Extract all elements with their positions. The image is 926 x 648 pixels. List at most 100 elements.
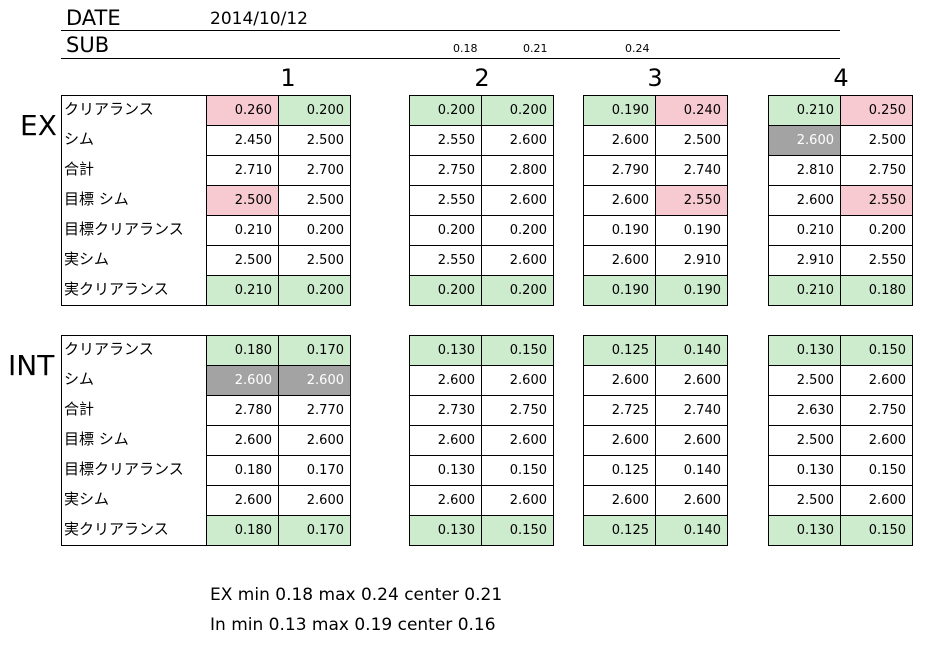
int-cell[interactable]: 0.125 (583, 515, 656, 546)
ex-cell[interactable]: 2.750 (840, 155, 913, 186)
ex-cell[interactable]: 0.200 (278, 275, 351, 306)
int-cell[interactable]: 2.600 (840, 485, 913, 516)
int-cell[interactable]: 2.600 (655, 365, 728, 396)
int-cell[interactable]: 2.500 (768, 425, 841, 456)
ex-cell[interactable]: 2.790 (583, 155, 656, 186)
int-cell[interactable]: 2.600 (206, 485, 279, 516)
int-cell[interactable]: 0.150 (840, 515, 913, 546)
ex-cell[interactable]: 0.200 (409, 95, 482, 126)
int-cell[interactable]: 0.150 (840, 455, 913, 486)
int-cell[interactable]: 2.730 (409, 395, 482, 426)
int-cell[interactable]: 0.130 (768, 455, 841, 486)
int-cell[interactable]: 2.600 (206, 365, 279, 396)
ex-cell[interactable]: 2.600 (768, 185, 841, 216)
int-cell[interactable]: 2.600 (409, 485, 482, 516)
ex-cell[interactable]: 0.210 (206, 275, 279, 306)
ex-cell[interactable]: 0.200 (481, 215, 554, 246)
int-cell[interactable]: 0.150 (840, 335, 913, 366)
int-cell[interactable]: 0.140 (655, 455, 728, 486)
int-cell[interactable]: 0.140 (655, 335, 728, 366)
int-cell[interactable]: 2.780 (206, 395, 279, 426)
ex-cell[interactable]: 2.600 (481, 185, 554, 216)
ex-cell[interactable]: 2.600 (583, 185, 656, 216)
ex-cell[interactable]: 0.190 (583, 215, 656, 246)
ex-cell[interactable]: 0.200 (409, 215, 482, 246)
ex-cell[interactable]: 0.250 (840, 95, 913, 126)
int-cell[interactable]: 2.500 (768, 485, 841, 516)
ex-cell[interactable]: 2.550 (655, 185, 728, 216)
int-cell[interactable]: 2.500 (768, 365, 841, 396)
int-cell[interactable]: 0.125 (583, 455, 656, 486)
ex-cell[interactable]: 0.200 (409, 275, 482, 306)
int-cell[interactable]: 2.600 (206, 425, 279, 456)
ex-cell[interactable]: 2.600 (768, 125, 841, 156)
ex-cell[interactable]: 0.200 (840, 215, 913, 246)
ex-cell[interactable]: 2.500 (840, 125, 913, 156)
ex-cell[interactable]: 2.500 (278, 185, 351, 216)
int-cell[interactable]: 0.130 (409, 515, 482, 546)
ex-cell[interactable]: 0.210 (768, 95, 841, 126)
ex-cell[interactable]: 0.210 (768, 275, 841, 306)
int-cell[interactable]: 2.600 (583, 425, 656, 456)
int-cell[interactable]: 2.600 (278, 485, 351, 516)
int-cell[interactable]: 0.170 (278, 455, 351, 486)
ex-cell[interactable]: 2.810 (768, 155, 841, 186)
ex-cell[interactable]: 2.600 (481, 245, 554, 276)
int-cell[interactable]: 0.125 (583, 335, 656, 366)
int-cell[interactable]: 2.600 (278, 365, 351, 396)
int-cell[interactable]: 2.600 (840, 425, 913, 456)
ex-cell[interactable]: 2.800 (481, 155, 554, 186)
int-cell[interactable]: 2.750 (481, 395, 554, 426)
int-cell[interactable]: 2.770 (278, 395, 351, 426)
ex-cell[interactable]: 2.750 (409, 155, 482, 186)
ex-cell[interactable]: 2.600 (583, 245, 656, 276)
int-cell[interactable]: 2.600 (840, 365, 913, 396)
int-cell[interactable]: 0.130 (409, 455, 482, 486)
ex-cell[interactable]: 2.550 (409, 125, 482, 156)
ex-cell[interactable]: 0.190 (583, 275, 656, 306)
ex-cell[interactable]: 0.190 (655, 215, 728, 246)
int-cell[interactable]: 2.630 (768, 395, 841, 426)
int-cell[interactable]: 2.600 (481, 485, 554, 516)
int-cell[interactable]: 2.600 (409, 365, 482, 396)
int-cell[interactable]: 2.600 (583, 365, 656, 396)
ex-cell[interactable]: 2.700 (278, 155, 351, 186)
int-cell[interactable]: 0.170 (278, 335, 351, 366)
int-cell[interactable]: 2.725 (583, 395, 656, 426)
ex-cell[interactable]: 0.200 (278, 215, 351, 246)
int-cell[interactable]: 0.130 (768, 515, 841, 546)
ex-cell[interactable]: 2.600 (481, 125, 554, 156)
int-cell[interactable]: 0.180 (206, 455, 279, 486)
int-cell[interactable]: 2.600 (583, 485, 656, 516)
ex-cell[interactable]: 0.210 (768, 215, 841, 246)
int-cell[interactable]: 0.150 (481, 455, 554, 486)
ex-cell[interactable]: 2.550 (840, 245, 913, 276)
int-cell[interactable]: 0.180 (206, 515, 279, 546)
int-cell[interactable]: 0.150 (481, 335, 554, 366)
int-cell[interactable]: 2.600 (655, 485, 728, 516)
ex-cell[interactable]: 2.550 (409, 245, 482, 276)
int-cell[interactable]: 2.600 (278, 425, 351, 456)
ex-cell[interactable]: 2.710 (206, 155, 279, 186)
ex-cell[interactable]: 2.910 (768, 245, 841, 276)
int-cell[interactable]: 0.130 (409, 335, 482, 366)
int-cell[interactable]: 0.140 (655, 515, 728, 546)
sub-value-3[interactable]: 0.24 (625, 42, 650, 55)
ex-cell[interactable]: 2.550 (409, 185, 482, 216)
ex-cell[interactable]: 2.450 (206, 125, 279, 156)
int-cell[interactable]: 2.600 (481, 365, 554, 396)
int-cell[interactable]: 2.600 (655, 425, 728, 456)
ex-cell[interactable]: 0.180 (840, 275, 913, 306)
int-cell[interactable]: 2.740 (655, 395, 728, 426)
ex-cell[interactable]: 0.200 (278, 95, 351, 126)
ex-cell[interactable]: 2.500 (206, 245, 279, 276)
ex-cell[interactable]: 2.500 (278, 125, 351, 156)
ex-cell[interactable]: 2.500 (278, 245, 351, 276)
ex-cell[interactable]: 0.240 (655, 95, 728, 126)
ex-cell[interactable]: 0.200 (481, 95, 554, 126)
ex-cell[interactable]: 2.500 (206, 185, 279, 216)
int-cell[interactable]: 0.180 (206, 335, 279, 366)
ex-cell[interactable]: 2.600 (583, 125, 656, 156)
ex-cell[interactable]: 0.260 (206, 95, 279, 126)
int-cell[interactable]: 0.150 (481, 515, 554, 546)
